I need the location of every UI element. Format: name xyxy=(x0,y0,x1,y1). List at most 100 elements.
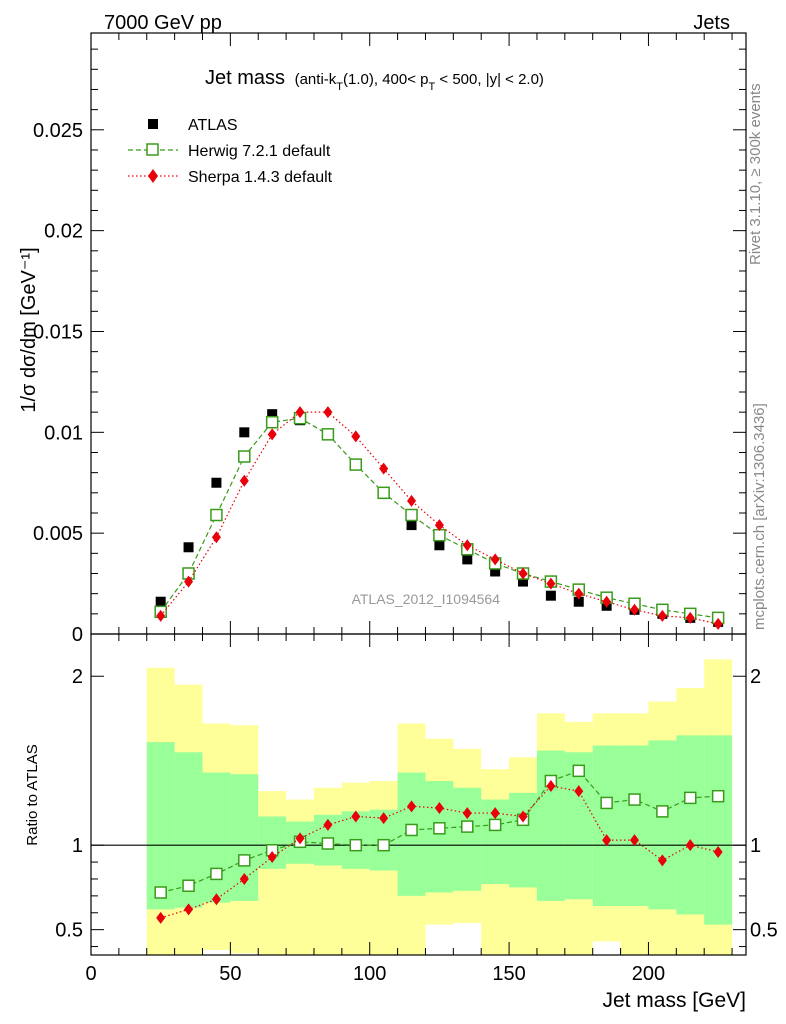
ratio-band-green xyxy=(704,735,733,925)
main-ytick-label: 0.01 xyxy=(44,422,83,444)
main-sherpa-point xyxy=(713,617,723,630)
legend: ATLAS Herwig 7.2.1 default Sherpa 1.4.3 … xyxy=(128,117,333,186)
ratio-sherpa-point xyxy=(156,911,166,924)
main-sherpa-point xyxy=(211,531,221,544)
main-sherpa-point xyxy=(407,494,417,507)
header-right: Jets xyxy=(693,12,730,34)
ratio-band-green xyxy=(425,780,454,893)
main-sherpa-point xyxy=(462,539,472,552)
xaxis-label: Jet mass [GeV] xyxy=(602,989,746,1012)
main-herwig-point xyxy=(210,508,223,522)
ratio-band-green xyxy=(202,772,231,903)
xtick-label: 150 xyxy=(492,963,525,985)
ratio-band-green xyxy=(648,740,677,910)
ratio-herwig-point xyxy=(349,838,363,852)
ratio-herwig-point xyxy=(711,789,725,803)
side-text-bottom: mcplots.cern.ch [arXiv:1306.3436] xyxy=(751,403,768,630)
legend-label-sherpa: Sherpa 1.4.3 default xyxy=(188,169,333,186)
legend-label-atlas: ATLAS xyxy=(188,117,238,134)
ratio-ytick-label-right: 1 xyxy=(750,835,761,857)
ratio-sherpa-point xyxy=(657,854,667,867)
ratio-band-green xyxy=(146,742,175,910)
ratio-sherpa-point xyxy=(351,810,361,823)
main-atlas-point xyxy=(267,409,278,420)
xtick-label: 0 xyxy=(85,963,96,985)
ratio-herwig-point xyxy=(238,854,251,867)
ratio-herwig-point xyxy=(684,791,697,805)
ratio-panel: Ratio to ATLAS Jet mass [GeV] xyxy=(24,659,746,1012)
main-ytick-label: 0.005 xyxy=(33,523,83,545)
ratio-sherpa-point xyxy=(602,834,612,847)
legend-label-herwig: Herwig 7.2.1 default xyxy=(188,143,331,160)
main-ylabel: 1/σ dσ/dm [GeV⁻¹] xyxy=(18,247,40,412)
ratio-band-yellow xyxy=(258,791,287,955)
ratio-sherpa-point xyxy=(630,834,640,847)
main-atlas-point xyxy=(406,520,417,531)
main-atlas-point xyxy=(573,596,584,607)
legend-marker-atlas xyxy=(148,119,158,129)
ratio-ytick-label-right: 2 xyxy=(750,666,761,688)
side-text-top: Rivet 3.1.10, ≥ 300k events xyxy=(747,83,764,265)
main-atlas-point xyxy=(183,542,194,553)
main-sherpa-point xyxy=(239,474,249,487)
header-left: 7000 GeV pp xyxy=(104,12,222,34)
main-sherpa-point xyxy=(630,603,640,616)
main-atlas-point xyxy=(211,477,222,488)
ratio-sherpa-point xyxy=(462,807,472,820)
xtick-label: 100 xyxy=(353,963,386,985)
main-sherpa-point xyxy=(379,462,389,475)
main-herwig-point xyxy=(321,428,335,441)
main-ytick-label: 0.025 xyxy=(33,120,83,142)
ratio-herwig-point xyxy=(154,886,167,899)
legend-marker-herwig xyxy=(146,143,159,156)
ratio-sherpa-point xyxy=(295,832,305,845)
ratio-sherpa-point xyxy=(490,807,500,820)
ratio-ytick-label: 1 xyxy=(72,835,83,857)
main-sherpa-point xyxy=(267,428,277,441)
main-ytick-label: 0.02 xyxy=(44,221,83,243)
ratio-sherpa-point xyxy=(184,903,194,916)
main-sherpa-point xyxy=(518,567,528,580)
main-sherpa-point xyxy=(184,575,194,588)
main-herwig-point xyxy=(405,508,418,522)
ratio-sherpa-point xyxy=(407,800,417,813)
ratio-band-green xyxy=(453,787,482,891)
ratio-band-yellow xyxy=(313,787,342,955)
main-herwig-line xyxy=(160,417,719,619)
ratio-sherpa-point xyxy=(713,845,723,858)
ratio-band-green xyxy=(509,792,537,888)
ratio-ytick-label: 0.5 xyxy=(55,920,83,942)
xtick-label: 200 xyxy=(632,963,665,985)
main-sherpa-point xyxy=(574,587,584,600)
main-ytick-label: 0 xyxy=(72,624,83,646)
main-ytick-label: 0.015 xyxy=(33,321,83,343)
ratio-herwig-point xyxy=(433,822,446,835)
ratio-band-yellow xyxy=(341,782,370,955)
ratio-herwig-point xyxy=(182,879,195,892)
main-sherpa-point xyxy=(546,577,556,590)
main-atlas-point xyxy=(462,554,473,565)
main-sherpa-point xyxy=(295,406,305,419)
main-atlas-point xyxy=(434,540,445,551)
ratio-ytick-label: 2 xyxy=(72,666,83,688)
ratio-band-green xyxy=(536,750,565,901)
main-sherpa-point xyxy=(434,519,444,532)
ratio-sherpa-point xyxy=(379,812,389,825)
main-atlas-point xyxy=(155,596,166,607)
ratio-ytick-label-right: 0.5 xyxy=(750,920,778,942)
ratio-sherpa-point xyxy=(574,785,584,798)
ratio-band-green xyxy=(676,735,705,915)
legend-marker-sherpa xyxy=(148,169,158,183)
main-sherpa-point xyxy=(351,430,361,443)
main-sherpa-point xyxy=(323,406,333,419)
ratio-sherpa-point xyxy=(323,818,333,831)
main-atlas-point xyxy=(518,576,529,587)
ratio-sherpa-point xyxy=(239,872,249,885)
main-herwig-point xyxy=(433,528,446,542)
main-herwig-point xyxy=(349,458,363,471)
ratio-herwig-point xyxy=(210,867,223,881)
main-title: Jet mass (anti-kT(1.0), 400< pT < 500, |… xyxy=(205,67,544,93)
main-herwig-point xyxy=(377,486,390,500)
watermark: ATLAS_2012_I1094564 xyxy=(352,591,501,607)
